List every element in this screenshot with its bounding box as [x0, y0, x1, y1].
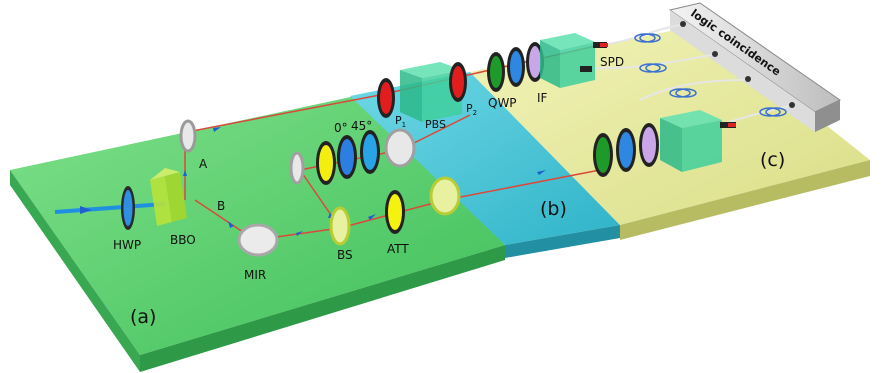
qwp-lower-green [593, 133, 613, 177]
b-label: B [217, 199, 225, 213]
hwp-optic [121, 186, 135, 230]
qwp-label: QWP [488, 96, 517, 110]
waveplate-yellow [316, 141, 336, 185]
if-upper [526, 42, 544, 82]
p2-polarizer [449, 62, 467, 102]
mirror-a [179, 119, 197, 153]
p2-subscript: 2 [473, 109, 477, 117]
mirror-upper [289, 151, 305, 185]
qwp-lower-blue [616, 128, 636, 172]
spd-label: SPD [600, 55, 624, 69]
fiber-coupler-upper [540, 33, 595, 88]
p2-label: P2 [466, 102, 477, 117]
mir-label: MIR [244, 268, 266, 282]
qwp-upper-green [487, 52, 505, 92]
bs-optic [329, 206, 351, 246]
hwp-label: HWP [113, 238, 141, 252]
angle-45-label: 45° [351, 119, 372, 133]
bbo-crystal [150, 168, 187, 226]
a-label: A [199, 157, 208, 171]
fiber-connectors [680, 21, 795, 108]
fiber-coils [634, 33, 787, 117]
fiber-coupler-lower [660, 110, 736, 172]
panel-b-label: (b) [540, 198, 567, 220]
panel-c-label: (c) [760, 149, 785, 171]
pbs-label: PBS [425, 118, 446, 131]
pump-beam [54, 202, 166, 214]
bbo-label: BBO [170, 233, 196, 247]
bs-label: BS [337, 248, 353, 262]
waveplate-45 [360, 130, 380, 174]
p1-subscript: 1 [402, 121, 406, 129]
att-label: ATT [387, 242, 409, 256]
qwp-upper-blue [507, 47, 525, 87]
p1-polarizer [377, 78, 395, 118]
bs2-optic [429, 176, 461, 216]
p1-label: P1 [395, 114, 406, 129]
panel-a-label: (a) [130, 306, 156, 328]
angle-0-label: 0° [334, 121, 348, 135]
if-lower [639, 123, 659, 167]
p1-mirror [384, 128, 416, 168]
waveplate-0 [337, 135, 357, 179]
if-label: IF [537, 91, 548, 105]
att-optic [385, 190, 405, 234]
spd-connector [580, 42, 608, 72]
mir-mirror [237, 223, 279, 257]
